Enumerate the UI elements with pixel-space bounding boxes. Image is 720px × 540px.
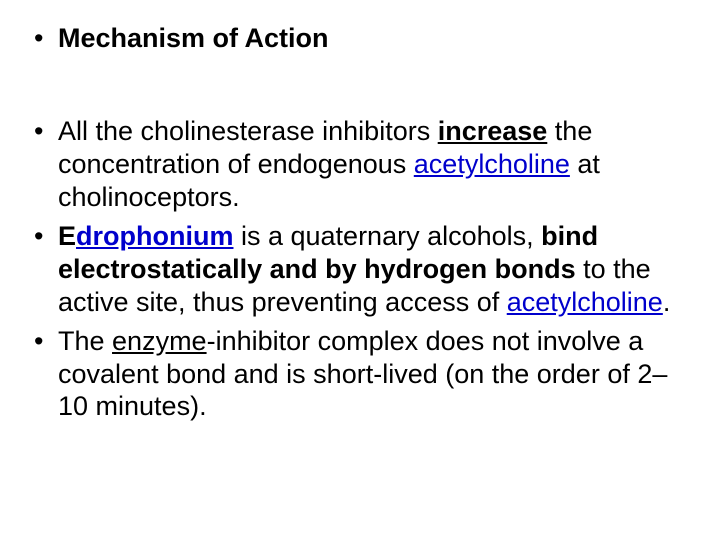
- enzyme-word: enzyme: [112, 326, 207, 356]
- heading-text: Mechanism of Action: [58, 23, 329, 53]
- text: .: [663, 287, 671, 317]
- text: E: [58, 221, 76, 251]
- text: All the cholinesterase inhibitors: [58, 116, 438, 146]
- heading-bullet: Mechanism of Action: [30, 22, 682, 55]
- drophonium-link[interactable]: drophonium: [76, 221, 233, 251]
- increase-word: increase: [438, 116, 548, 146]
- bullet-list: Mechanism of Action All the cholinestera…: [30, 22, 682, 423]
- bullet-1: All the cholinesterase inhibitors increa…: [30, 115, 682, 214]
- acetylcholine-link-2[interactable]: acetylcholine: [507, 287, 663, 317]
- bullet-3: The enzyme-inhibitor complex does not in…: [30, 325, 682, 424]
- acetylcholine-link[interactable]: acetylcholine: [414, 149, 570, 179]
- text: The: [58, 326, 112, 356]
- text: is a quaternary alcohols,: [233, 221, 541, 251]
- bullet-2: Edrophonium is a quaternary alcohols, bi…: [30, 220, 682, 319]
- slide: Mechanism of Action All the cholinestera…: [0, 0, 720, 540]
